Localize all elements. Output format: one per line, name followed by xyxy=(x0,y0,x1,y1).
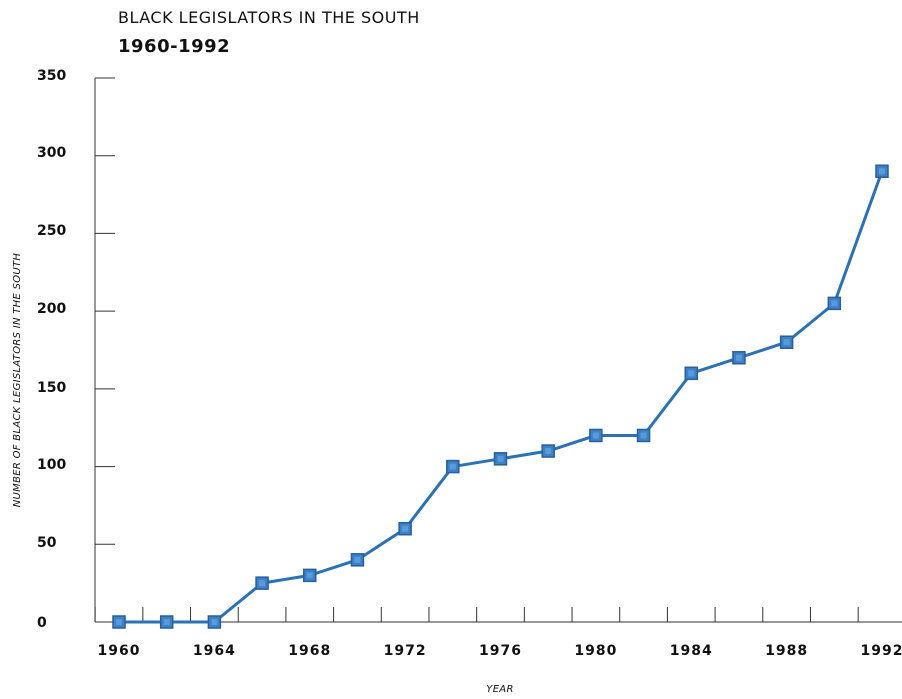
data-point-marker-highlight xyxy=(497,455,504,462)
x-tick-label: 1976 xyxy=(479,643,522,659)
y-tick-label: 0 xyxy=(37,615,47,631)
y-tick-label: 250 xyxy=(37,223,66,239)
y-tick-label: 300 xyxy=(37,145,66,161)
data-point-marker-highlight xyxy=(735,354,742,361)
y-tick-label: 150 xyxy=(37,380,66,396)
x-tick-label: 1992 xyxy=(861,643,902,659)
data-point-marker-highlight xyxy=(354,556,361,563)
data-point-marker-highlight xyxy=(163,619,170,625)
data-point-marker-highlight xyxy=(259,580,266,587)
x-tick-label: 1960 xyxy=(98,643,141,659)
x-tick-label: 1988 xyxy=(765,643,808,659)
y-axis-title: NUMBER OF BLACK LEGISLATORS IN THE SOUTH xyxy=(12,253,23,508)
x-axis-title: YEAR xyxy=(486,684,513,695)
data-point-marker-highlight xyxy=(831,300,838,307)
data-point-marker-highlight xyxy=(783,339,790,346)
y-tick-label: 50 xyxy=(37,535,57,551)
data-point-marker-highlight xyxy=(306,572,313,579)
data-point-marker-highlight xyxy=(449,463,456,470)
x-tick-label: 1964 xyxy=(193,643,236,659)
data-point-marker-highlight xyxy=(402,525,409,532)
data-point-marker-highlight xyxy=(116,619,122,625)
data-point-marker-highlight xyxy=(211,619,218,625)
data-point-marker-highlight xyxy=(879,168,885,175)
chart-subtitle: 1960-1992 xyxy=(118,36,231,57)
x-tick-label: 1984 xyxy=(670,643,713,659)
series-line xyxy=(119,170,884,624)
x-tick-label: 1980 xyxy=(574,643,617,659)
data-point-marker-highlight xyxy=(640,432,647,439)
data-point-marker-highlight xyxy=(592,432,599,439)
x-tick-label: 1972 xyxy=(384,643,427,659)
chart-title: BLACK LEGISLATORS IN THE SOUTH xyxy=(118,8,420,27)
data-point-marker-highlight xyxy=(688,370,695,377)
data-point-marker-highlight xyxy=(545,448,552,455)
y-tick-label: 100 xyxy=(37,457,66,473)
y-tick-label: 200 xyxy=(37,301,66,317)
x-tick-label: 1968 xyxy=(288,643,331,659)
y-tick-label: 350 xyxy=(37,68,66,84)
